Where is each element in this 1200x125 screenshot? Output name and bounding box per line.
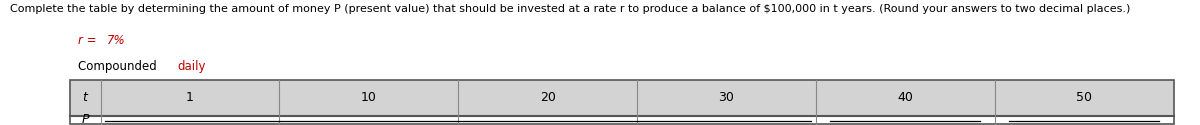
Text: Compounded: Compounded xyxy=(78,60,161,73)
Text: t: t xyxy=(83,91,88,104)
Text: 20: 20 xyxy=(540,91,556,104)
Text: 7%: 7% xyxy=(107,34,126,47)
Text: 10: 10 xyxy=(361,91,377,104)
Text: Complete the table by determining the amount of money P (present value) that sho: Complete the table by determining the am… xyxy=(10,4,1130,14)
Text: 50: 50 xyxy=(1076,91,1092,104)
Text: r =: r = xyxy=(78,34,101,47)
Text: P: P xyxy=(82,113,89,125)
Text: 40: 40 xyxy=(898,91,913,104)
Text: daily: daily xyxy=(178,60,206,73)
Text: 30: 30 xyxy=(719,91,734,104)
Text: 1: 1 xyxy=(186,91,194,104)
